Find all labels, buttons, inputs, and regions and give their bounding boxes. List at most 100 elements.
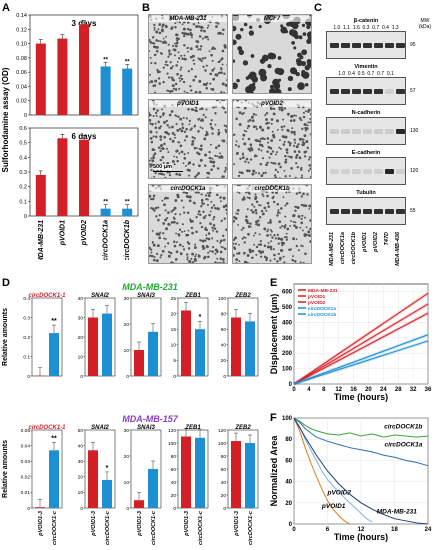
cell-dot — [307, 110, 310, 113]
cell-dot — [153, 209, 156, 212]
cell-dot — [233, 242, 235, 245]
cell-dot — [183, 139, 186, 142]
panel-d-bar — [195, 437, 205, 508]
cell-dot — [302, 111, 305, 114]
cell-dot — [163, 40, 166, 43]
cell-dot — [168, 90, 172, 93]
cell-dot — [265, 163, 268, 167]
cell-dot — [169, 61, 172, 64]
cell-dot — [246, 208, 249, 211]
cell-dot — [154, 135, 158, 139]
cell-dot — [158, 236, 162, 240]
cell-dot — [174, 26, 177, 29]
micrograph-cells — [233, 15, 311, 93]
cell-dot — [262, 195, 265, 198]
cell-dot — [293, 114, 296, 117]
x-tick-label: 4 — [307, 387, 311, 393]
cell-dot — [304, 252, 307, 256]
cell-dot — [159, 158, 162, 162]
cell-dot — [195, 230, 198, 234]
cell-dot — [178, 228, 182, 231]
cell-dot — [274, 176, 278, 178]
panel-d-gene-title: SNAI3 — [137, 293, 155, 299]
lane-labels: MDA-MB-231 circDOCK1a circDOCK1b pVOID1 pVOI… — [329, 231, 401, 266]
cell-dot — [208, 50, 211, 53]
blot-band — [396, 89, 405, 94]
cell-dot — [150, 80, 154, 84]
cell-dot — [225, 208, 227, 212]
cell-dot — [249, 158, 253, 161]
cell-dot — [267, 221, 270, 224]
panel-d-tick-label: 0.2 — [23, 335, 30, 341]
cell-dot — [170, 210, 173, 213]
y-tick-label: 600 — [282, 290, 293, 296]
cell-dot — [182, 116, 185, 119]
cell-dot — [233, 39, 237, 45]
micrograph-pvoid2: pVOID2 — [232, 99, 312, 179]
cell-dot — [176, 60, 179, 63]
cell-dot — [278, 256, 282, 260]
legend-label: pVOID1 — [308, 294, 326, 300]
cell-dot — [207, 237, 211, 241]
cell-dot — [294, 209, 297, 212]
cell-dot — [204, 153, 208, 157]
cell-dot — [283, 140, 286, 143]
cell-dot — [247, 124, 251, 128]
cell-dot — [258, 204, 261, 207]
cell-dot — [175, 122, 178, 126]
series-annotation: pVOID2 — [327, 489, 352, 496]
cell-dot — [304, 110, 307, 113]
cell-dot — [179, 252, 183, 256]
cell-dot — [169, 66, 173, 70]
cell-dot — [285, 232, 288, 235]
panel-d-bar — [134, 500, 144, 508]
panel-a-ylabel: Sulforhodamine assay (OD) — [1, 67, 10, 172]
blot-image — [326, 117, 406, 145]
cell-dot — [237, 251, 241, 255]
cell-dot — [269, 107, 273, 111]
panel-d-bar — [231, 317, 241, 376]
cell-dot — [276, 170, 279, 174]
cell-dot — [176, 159, 179, 163]
cell-dot — [244, 160, 247, 163]
cell-dot — [194, 109, 197, 112]
cell-dot — [185, 91, 189, 93]
blot-image — [326, 77, 406, 105]
cell-dot — [285, 236, 288, 239]
cell-dot — [217, 144, 221, 148]
cell-dot — [293, 150, 297, 153]
cell-dot — [233, 247, 237, 250]
cell-dot — [224, 111, 227, 114]
cell-dot — [234, 236, 237, 240]
cell-dot — [153, 91, 157, 93]
blot-band — [363, 129, 372, 134]
panel-d-tick-label: 5 — [173, 358, 176, 364]
cell-dot — [164, 209, 167, 212]
cell-dot — [197, 171, 201, 175]
cell-dot — [285, 151, 289, 154]
panel-d-gene-title: ZEB2 — [234, 425, 251, 431]
cell-dot — [267, 228, 270, 231]
cell-dot — [274, 67, 282, 75]
cell-dot — [157, 121, 161, 124]
cell-dot — [307, 121, 310, 124]
cell-dot — [173, 163, 176, 166]
cell-dot — [155, 39, 159, 42]
blot-band — [352, 89, 361, 94]
cell-dot — [299, 55, 304, 60]
cell-dot — [158, 82, 162, 85]
cell-dot — [201, 127, 204, 130]
x-tick-label: 18 — [391, 527, 398, 533]
cell-dot — [301, 174, 303, 177]
scale-bar-label: 500 μm — [153, 164, 172, 170]
x-tick-label: 6 — [326, 527, 330, 533]
cell-dot — [200, 225, 204, 229]
cell-dot — [159, 172, 163, 175]
cell-dot — [149, 246, 151, 250]
cell-dot — [174, 44, 178, 48]
cell-dot — [197, 254, 201, 258]
cell-dot — [219, 250, 223, 254]
cell-dot — [238, 111, 242, 115]
cell-dot — [217, 71, 221, 75]
cell-dot — [175, 149, 178, 153]
